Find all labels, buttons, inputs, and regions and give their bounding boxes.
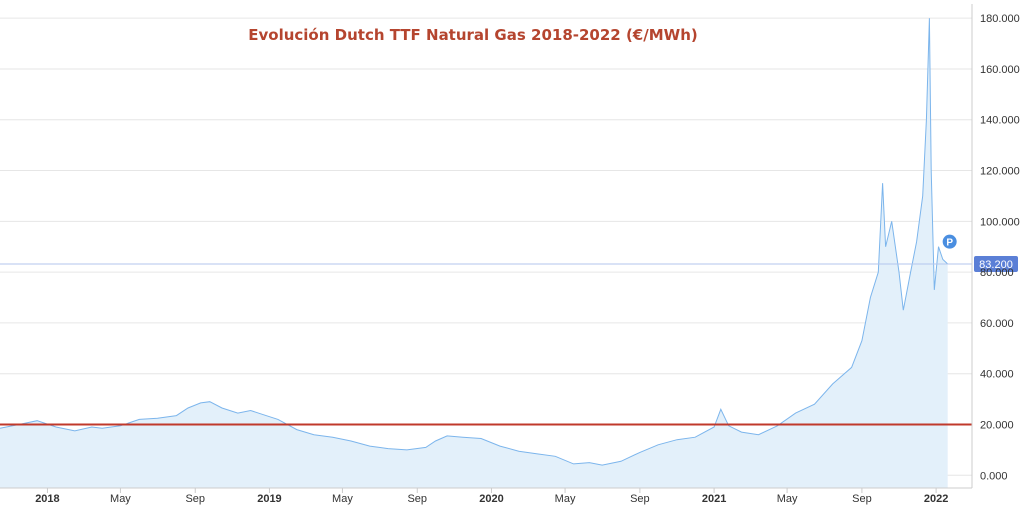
y-tick-label: 80.000	[980, 267, 1014, 279]
x-tick-label: Sep	[185, 493, 205, 505]
axis-layer: 0.000 20.000 40.000 60.000 80.000 100.000 120.…	[0, 4, 1020, 505]
area-layer	[0, 18, 949, 488]
x-tick-label: Sep	[852, 493, 872, 505]
x-tick-label: May	[555, 493, 576, 505]
x-tick-label: 2022	[924, 493, 948, 505]
y-tick-label: 140.000	[980, 115, 1020, 127]
x-tick-label: May	[332, 493, 353, 505]
price-label-text: 83.200	[979, 259, 1013, 271]
marker-label: P	[946, 238, 953, 249]
x-tick-label: 2021	[702, 493, 726, 505]
x-tick-label: 2018	[35, 493, 59, 505]
chart-title: Evolución Dutch TTF Natural Gas 2018-202…	[248, 26, 697, 44]
y-tick-label: 60.000	[980, 318, 1014, 330]
y-tick-label: 0.000	[980, 470, 1008, 482]
y-tick-label: 120.000	[980, 166, 1020, 178]
y-tick-label: 100.000	[980, 216, 1020, 228]
x-tick-label: Sep	[630, 493, 650, 505]
x-tick-label: Sep	[407, 493, 427, 505]
y-tick-label: 20.000	[980, 420, 1014, 432]
reference-lines: 83.200 P	[0, 234, 1018, 426]
marker-circle	[942, 234, 957, 249]
series-area-fill	[0, 18, 948, 488]
price-label-badge	[974, 256, 1018, 272]
x-tick-label: May	[110, 493, 131, 505]
x-tick-label: 2020	[479, 493, 503, 505]
y-tick-label: 40.000	[980, 369, 1014, 381]
series-line	[0, 18, 949, 466]
x-tick-label: 2019	[257, 493, 281, 505]
y-tick-label: 180.000	[980, 13, 1020, 25]
x-tick-label: May	[777, 493, 798, 505]
y-tick-label: 160.000	[980, 64, 1020, 76]
